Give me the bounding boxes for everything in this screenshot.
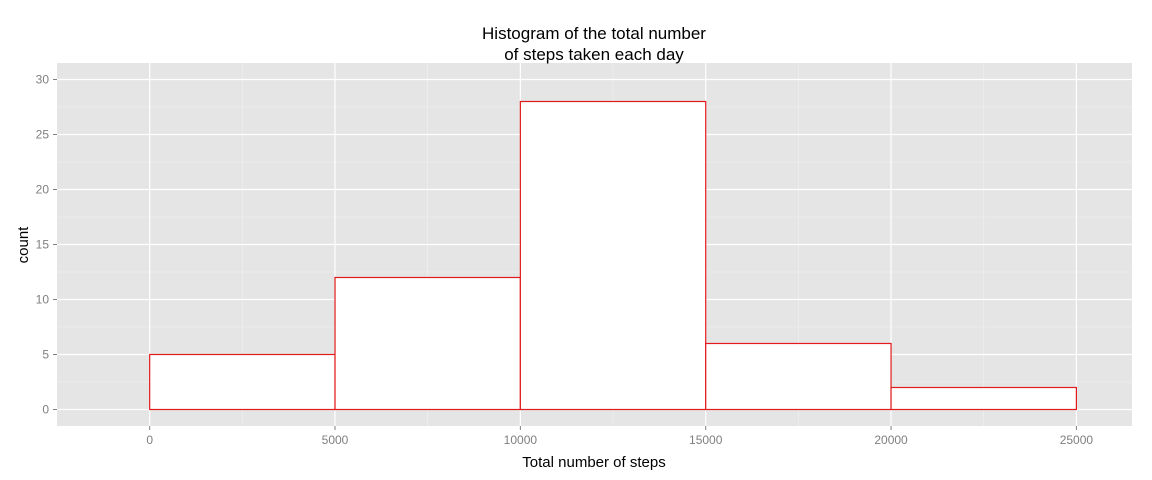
histogram-bar bbox=[519, 100, 707, 411]
y-tick-label: 15 bbox=[36, 238, 50, 252]
histogram-bars bbox=[149, 100, 1077, 411]
histogram-bar bbox=[149, 353, 336, 411]
y-axis-title: count bbox=[15, 226, 32, 264]
x-axis-title: Total number of steps bbox=[522, 454, 665, 471]
y-tick-label: 0 bbox=[42, 403, 49, 417]
x-tick-label: 25000 bbox=[1060, 433, 1094, 447]
x-axis-ticks: 0 5000 10000 15000 20000 25000 bbox=[146, 426, 1093, 447]
histogram-bar bbox=[890, 386, 1077, 411]
x-tick-label: 15000 bbox=[689, 433, 723, 447]
x-tick-label: 10000 bbox=[504, 433, 538, 447]
y-tick-label: 20 bbox=[36, 183, 50, 197]
y-tick-label: 30 bbox=[36, 73, 50, 87]
y-axis-ticks: 0 5 10 15 20 25 30 bbox=[36, 73, 57, 417]
x-tick-label: 0 bbox=[146, 433, 153, 447]
x-tick-label: 20000 bbox=[874, 433, 908, 447]
y-tick-label: 25 bbox=[36, 128, 50, 142]
y-tick-label: 5 bbox=[42, 348, 49, 362]
x-tick-label: 5000 bbox=[322, 433, 349, 447]
histogram-bar bbox=[705, 342, 892, 411]
histogram-bar bbox=[334, 276, 521, 411]
y-tick-label: 10 bbox=[36, 293, 50, 307]
chart-title-line-1: Histogram of the total number bbox=[482, 24, 706, 43]
chart-title-line-2: of steps taken each day bbox=[504, 45, 684, 64]
